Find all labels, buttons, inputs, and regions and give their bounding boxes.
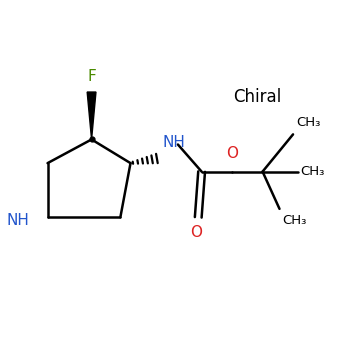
Text: NH: NH xyxy=(6,213,29,228)
Polygon shape xyxy=(87,92,96,139)
Text: Chiral: Chiral xyxy=(233,88,282,106)
Text: O: O xyxy=(226,146,238,161)
Text: CH₃: CH₃ xyxy=(301,165,325,178)
Text: CH₃: CH₃ xyxy=(282,214,307,227)
Text: O: O xyxy=(190,225,203,240)
Text: NH: NH xyxy=(163,135,186,150)
Text: CH₃: CH₃ xyxy=(296,116,320,129)
Text: F: F xyxy=(87,69,96,84)
